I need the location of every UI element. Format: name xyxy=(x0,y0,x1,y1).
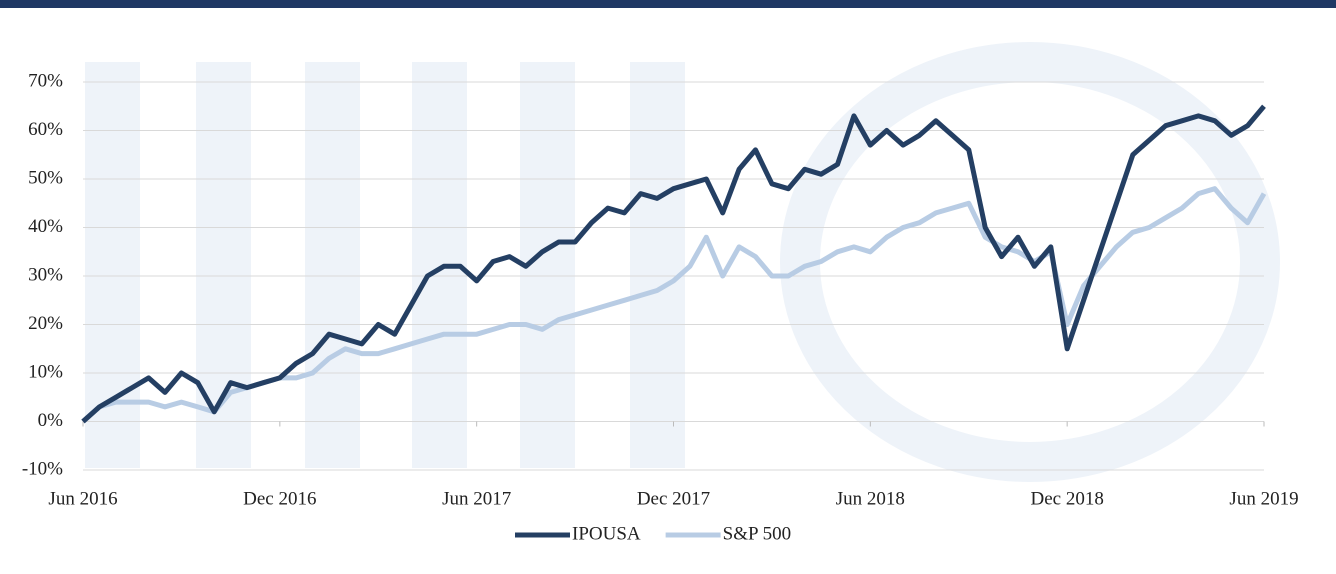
y-tick-label: 60% xyxy=(28,119,63,140)
legend-label: IPOUSA xyxy=(572,523,641,544)
x-tick-label: Dec 2018 xyxy=(1030,488,1103,509)
x-tick-label: Jun 2019 xyxy=(1229,488,1298,509)
x-tick-label: Dec 2016 xyxy=(243,488,316,509)
y-tick-label: 30% xyxy=(28,264,63,285)
legend-label: S&P 500 xyxy=(723,523,791,544)
y-tick-label: 40% xyxy=(28,216,63,237)
y-tick-label: 70% xyxy=(28,70,63,91)
x-tick-label: Dec 2017 xyxy=(637,488,710,509)
x-tick-label: Jun 2017 xyxy=(442,488,511,509)
series-line xyxy=(81,104,1266,424)
y-tick-label: 0% xyxy=(38,410,64,431)
watermark xyxy=(85,42,1280,482)
x-tick-label: Jun 2016 xyxy=(48,488,117,509)
top-banner xyxy=(0,0,1336,8)
y-tick-label: 20% xyxy=(28,313,63,334)
x-tick-label: Jun 2018 xyxy=(836,488,905,509)
y-tick-label: 10% xyxy=(28,361,63,382)
y-tick-label: -10% xyxy=(22,458,63,479)
y-tick-label: 50% xyxy=(28,167,63,188)
